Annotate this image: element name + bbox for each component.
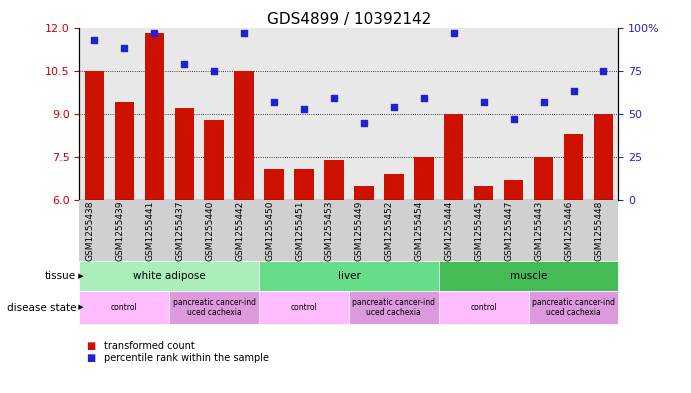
Bar (384, 174, 404, 200)
Text: muscle: muscle (510, 271, 547, 281)
Text: control: control (291, 303, 317, 312)
Text: ▶: ▶ (76, 305, 84, 310)
Text: GSM1255448: GSM1255448 (594, 201, 603, 261)
Point (478, 99, 489, 105)
Text: disease state: disease state (6, 303, 76, 312)
Bar (534, 157, 553, 200)
Point (388, 104, 399, 110)
Bar (564, 134, 583, 200)
Bar (594, 114, 613, 200)
Point (359, 119, 370, 126)
Bar (504, 180, 523, 200)
Text: ■: ■ (86, 341, 95, 351)
Text: GSM1255444: GSM1255444 (445, 201, 454, 261)
Point (448, 29, 460, 36)
Bar (175, 108, 194, 200)
Text: liver: liver (337, 271, 361, 281)
Text: GSM1255443: GSM1255443 (535, 201, 544, 261)
Bar (444, 114, 464, 200)
Text: pancreatic cancer-ind
uced cachexia: pancreatic cancer-ind uced cachexia (173, 298, 256, 317)
Text: GSM1255449: GSM1255449 (355, 201, 364, 261)
Point (269, 99, 280, 105)
Point (119, 45, 130, 51)
Bar (414, 157, 433, 200)
Text: ▶: ▶ (76, 273, 84, 279)
Text: GSM1255447: GSM1255447 (504, 201, 513, 261)
Text: GSM1255441: GSM1255441 (145, 201, 154, 261)
Text: GSM1255454: GSM1255454 (415, 201, 424, 261)
Point (508, 116, 519, 122)
Text: GSM1255452: GSM1255452 (385, 201, 394, 261)
Text: GSM1255439: GSM1255439 (115, 201, 124, 261)
Text: tissue: tissue (45, 271, 76, 281)
Text: GSM1255445: GSM1255445 (475, 201, 484, 261)
Bar (474, 186, 493, 200)
Point (418, 95, 429, 101)
Bar (265, 169, 284, 200)
Text: GSM1255437: GSM1255437 (176, 201, 184, 261)
Text: pancreatic cancer-ind
uced cachexia: pancreatic cancer-ind uced cachexia (532, 298, 615, 317)
Bar (234, 71, 254, 200)
Point (568, 88, 579, 95)
Text: GSM1255446: GSM1255446 (565, 201, 574, 261)
Text: GSM1255453: GSM1255453 (325, 201, 334, 261)
Point (209, 68, 220, 74)
Point (89, 37, 100, 43)
Text: white adipose: white adipose (133, 271, 206, 281)
Text: GSM1255450: GSM1255450 (265, 201, 274, 261)
Bar (294, 169, 314, 200)
Point (598, 68, 609, 74)
Point (238, 29, 249, 36)
Text: pancreatic cancer-ind
uced cachexia: pancreatic cancer-ind uced cachexia (352, 298, 435, 317)
Text: control: control (471, 303, 497, 312)
Text: GSM1255440: GSM1255440 (205, 201, 214, 261)
Text: percentile rank within the sample: percentile rank within the sample (104, 353, 269, 363)
Text: GDS4899 / 10392142: GDS4899 / 10392142 (267, 12, 431, 27)
Point (299, 106, 310, 112)
Bar (144, 33, 164, 200)
Point (328, 95, 339, 101)
Point (538, 99, 549, 105)
Text: GSM1255438: GSM1255438 (86, 201, 95, 261)
Point (149, 29, 160, 36)
Bar (115, 103, 134, 200)
Point (179, 61, 190, 67)
Text: GSM1255451: GSM1255451 (295, 201, 304, 261)
Bar (354, 186, 374, 200)
Text: transformed count: transformed count (104, 341, 194, 351)
Text: GSM1255442: GSM1255442 (235, 201, 244, 261)
Text: ■: ■ (86, 353, 95, 363)
Bar (205, 120, 224, 200)
Bar (85, 71, 104, 200)
Text: control: control (111, 303, 138, 312)
Bar (324, 160, 343, 200)
